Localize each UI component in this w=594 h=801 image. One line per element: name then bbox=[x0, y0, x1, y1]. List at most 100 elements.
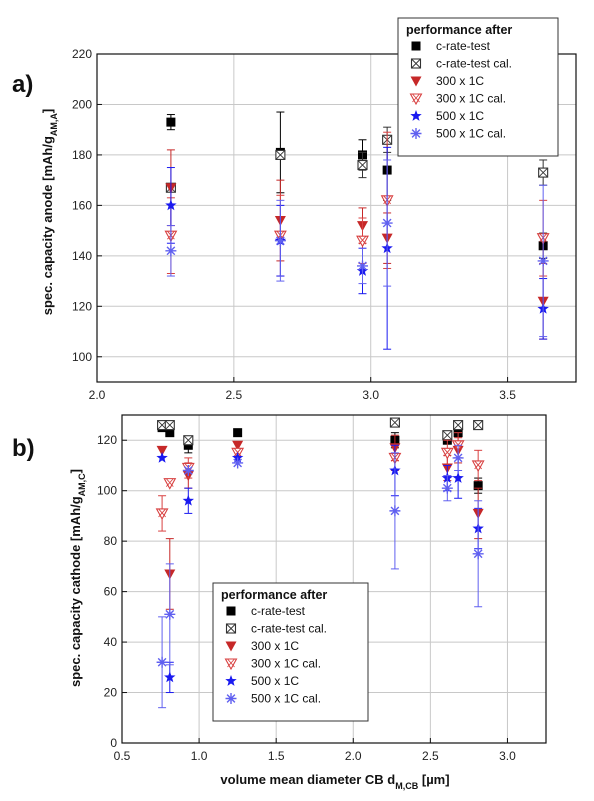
panel-b: b) 0.5 1.0 1.5 2.0 2.5 3.0 0 20 40 60 80 100 120 spe… bbox=[12, 414, 547, 791]
panel-b-series-4-point bbox=[155, 495, 169, 532]
panel-b-x-tick-label: 2.0 bbox=[345, 749, 362, 763]
panel-b-series-5-point bbox=[156, 451, 168, 463]
panel-a-y-axis-title: spec. capacity anode [mAh/gAM,A] bbox=[40, 109, 59, 316]
panel-b-series-5-point bbox=[182, 487, 194, 514]
panel-b-legend-label: 500 x 1C cal. bbox=[251, 692, 321, 706]
panel-b-legend-title: performance after bbox=[221, 588, 327, 602]
panel-a-legend-label: c-rate-test cal. bbox=[436, 57, 512, 71]
panel-b-series-6-point bbox=[156, 616, 168, 709]
panel-a-y-tick-label: 120 bbox=[72, 299, 92, 313]
panel-a-y-tick-label: 160 bbox=[72, 198, 92, 212]
panel-a-series-6-point bbox=[274, 199, 286, 282]
panel-a-legend: performance after c-rate-test c-rate-test… bbox=[397, 17, 559, 157]
panel-a-series-6-point bbox=[381, 159, 393, 287]
panel-b-y-tick-label: 120 bbox=[97, 433, 117, 447]
panel-b-series-6-point bbox=[452, 444, 464, 472]
panel-b-x-tick-label: 0.5 bbox=[114, 749, 131, 763]
panel-a-legend-entry: 300 x 1C cal. bbox=[409, 92, 506, 106]
panel-a-series-1-point bbox=[166, 114, 176, 131]
panel-b-series-6-point bbox=[441, 475, 453, 502]
panel-a-legend-label: c-rate-test bbox=[436, 39, 491, 53]
panel-b-legend-label: 300 x 1C bbox=[251, 639, 299, 653]
panel-b-legend-entry: 500 x 1C bbox=[225, 674, 299, 688]
panel-b-series-6-point bbox=[472, 500, 484, 608]
panel-b-legend-entry: 300 x 1C bbox=[225, 639, 299, 653]
panel-a-y-tick-label: 100 bbox=[72, 350, 92, 364]
panel-b-series-4-point bbox=[163, 478, 177, 490]
panel-b-y-axis-title: spec. capacity cathode [mAh/gAM,C] bbox=[68, 469, 87, 687]
panel-b-series-5-point bbox=[164, 661, 176, 694]
panel-a-label: a) bbox=[12, 71, 33, 98]
panel-a-legend-entry: 500 x 1C bbox=[410, 109, 484, 123]
panel-b-y-tick-label: 0 bbox=[110, 736, 117, 750]
panel-a-y-tick-label: 180 bbox=[72, 148, 92, 162]
panel-a-legend-title: performance after bbox=[406, 23, 512, 37]
panel-a-x-tick-label: 2.0 bbox=[89, 388, 106, 402]
panel-b-series-2-point bbox=[453, 420, 464, 431]
panel-a-legend-entry: c-rate-test bbox=[411, 39, 491, 53]
panel-b-marks bbox=[155, 417, 485, 709]
panel-b-legend-entry: c-rate-test cal. bbox=[225, 622, 327, 636]
panel-b-series-6-point bbox=[182, 465, 194, 477]
panel-a-legend-entry: 500 x 1C cal. bbox=[410, 127, 506, 141]
panel-b-y-tick-label: 100 bbox=[97, 484, 117, 498]
panel-a-series-2-point bbox=[357, 151, 368, 179]
panel-b-legend-label: 300 x 1C cal. bbox=[251, 657, 321, 671]
panel-a-legend-label: 300 x 1C cal. bbox=[436, 92, 506, 106]
panel-b-legend-entry: 300 x 1C cal. bbox=[224, 657, 321, 671]
panel-b-series-2-point bbox=[183, 435, 194, 446]
panel-b-legend: performance after c-rate-test c-rate-test… bbox=[212, 582, 369, 722]
panel-b-series-1-point bbox=[233, 428, 243, 438]
panel-a-y-tick-label: 140 bbox=[72, 249, 92, 263]
panel-b-legend-label: c-rate-test bbox=[251, 604, 306, 618]
panel-b-y-tick-label: 80 bbox=[104, 534, 118, 548]
panel-a-legend-label: 300 x 1C bbox=[436, 74, 484, 88]
panel-b-y-tick-label: 20 bbox=[104, 686, 118, 700]
panel-b-series-2-point bbox=[473, 420, 484, 431]
panel-b-series-4-point bbox=[471, 449, 485, 482]
panel-a-legend-box bbox=[397, 17, 559, 157]
panel-a-ticks: 2.0 2.5 3.0 3.5 100 120 140 160 180 200 220 bbox=[72, 47, 516, 402]
panel-a-y-tick-label: 220 bbox=[72, 47, 92, 61]
panel-b-x-tick-label: 1.5 bbox=[268, 749, 285, 763]
panel-b-series-2-point bbox=[389, 417, 400, 428]
panel-a-series-6-point bbox=[165, 225, 177, 277]
panel-b-series-3-point bbox=[156, 445, 168, 456]
panel-b-series-2-point bbox=[164, 420, 175, 431]
panel-b-x-axis-title: volume mean diameter CB dM,CB [µm] bbox=[220, 772, 449, 791]
panel-b-ticks: 0.5 1.0 1.5 2.0 2.5 3.0 0 20 40 60 80 100 120 bbox=[97, 433, 516, 763]
panel-b-y-tick-label: 40 bbox=[104, 635, 118, 649]
panel-a-legend-entry: c-rate-test cal. bbox=[410, 57, 512, 71]
panel-b-series-2-point bbox=[442, 430, 453, 441]
panel-b-series-6-point bbox=[164, 563, 176, 666]
panel-a-series-6-point bbox=[357, 247, 368, 285]
panel-b-plot-frame bbox=[121, 414, 547, 744]
panel-a-marks bbox=[164, 111, 550, 350]
panel-b-legend-entry: 500 x 1C cal. bbox=[225, 692, 321, 706]
panel-b-legend-label: 500 x 1C bbox=[251, 674, 299, 688]
panel-a-y-tick-label: 200 bbox=[72, 97, 92, 111]
panel-b-series-1-point bbox=[165, 428, 175, 438]
panel-a: a) 2.0 2.5 3.0 3.5 100 120 140 160 180 200 220 spe… bbox=[12, 17, 577, 402]
panel-a-x-tick-label: 3.0 bbox=[362, 388, 379, 402]
panel-b-series-6-point bbox=[389, 452, 401, 570]
panel-b-legend-label: c-rate-test cal. bbox=[251, 622, 327, 636]
panel-b-x-tick-label: 1.0 bbox=[191, 749, 208, 763]
panel-a-series-2-point bbox=[275, 149, 286, 160]
panel-a-series-6-point bbox=[537, 184, 549, 338]
panel-b-legend-entry: c-rate-test bbox=[226, 604, 306, 618]
panel-a-legend-entry: 300 x 1C bbox=[410, 74, 484, 88]
panel-a-legend-label: 500 x 1C cal. bbox=[436, 127, 506, 141]
panel-a-series-2-point bbox=[538, 159, 549, 186]
panel-b-legend-box bbox=[212, 582, 369, 722]
panel-b-x-tick-label: 2.5 bbox=[422, 749, 439, 763]
panel-a-x-tick-label: 3.5 bbox=[499, 388, 516, 402]
panel-b-series-3-point bbox=[232, 440, 244, 451]
panel-a-plot-frame bbox=[96, 53, 577, 383]
panel-b-series-5-point bbox=[231, 451, 244, 463]
panel-a-x-tick-label: 2.5 bbox=[226, 388, 243, 402]
panel-b-label: b) bbox=[12, 435, 35, 462]
panel-b-y-tick-label: 60 bbox=[104, 585, 118, 599]
panel-a-legend-label: 500 x 1C bbox=[436, 109, 484, 123]
